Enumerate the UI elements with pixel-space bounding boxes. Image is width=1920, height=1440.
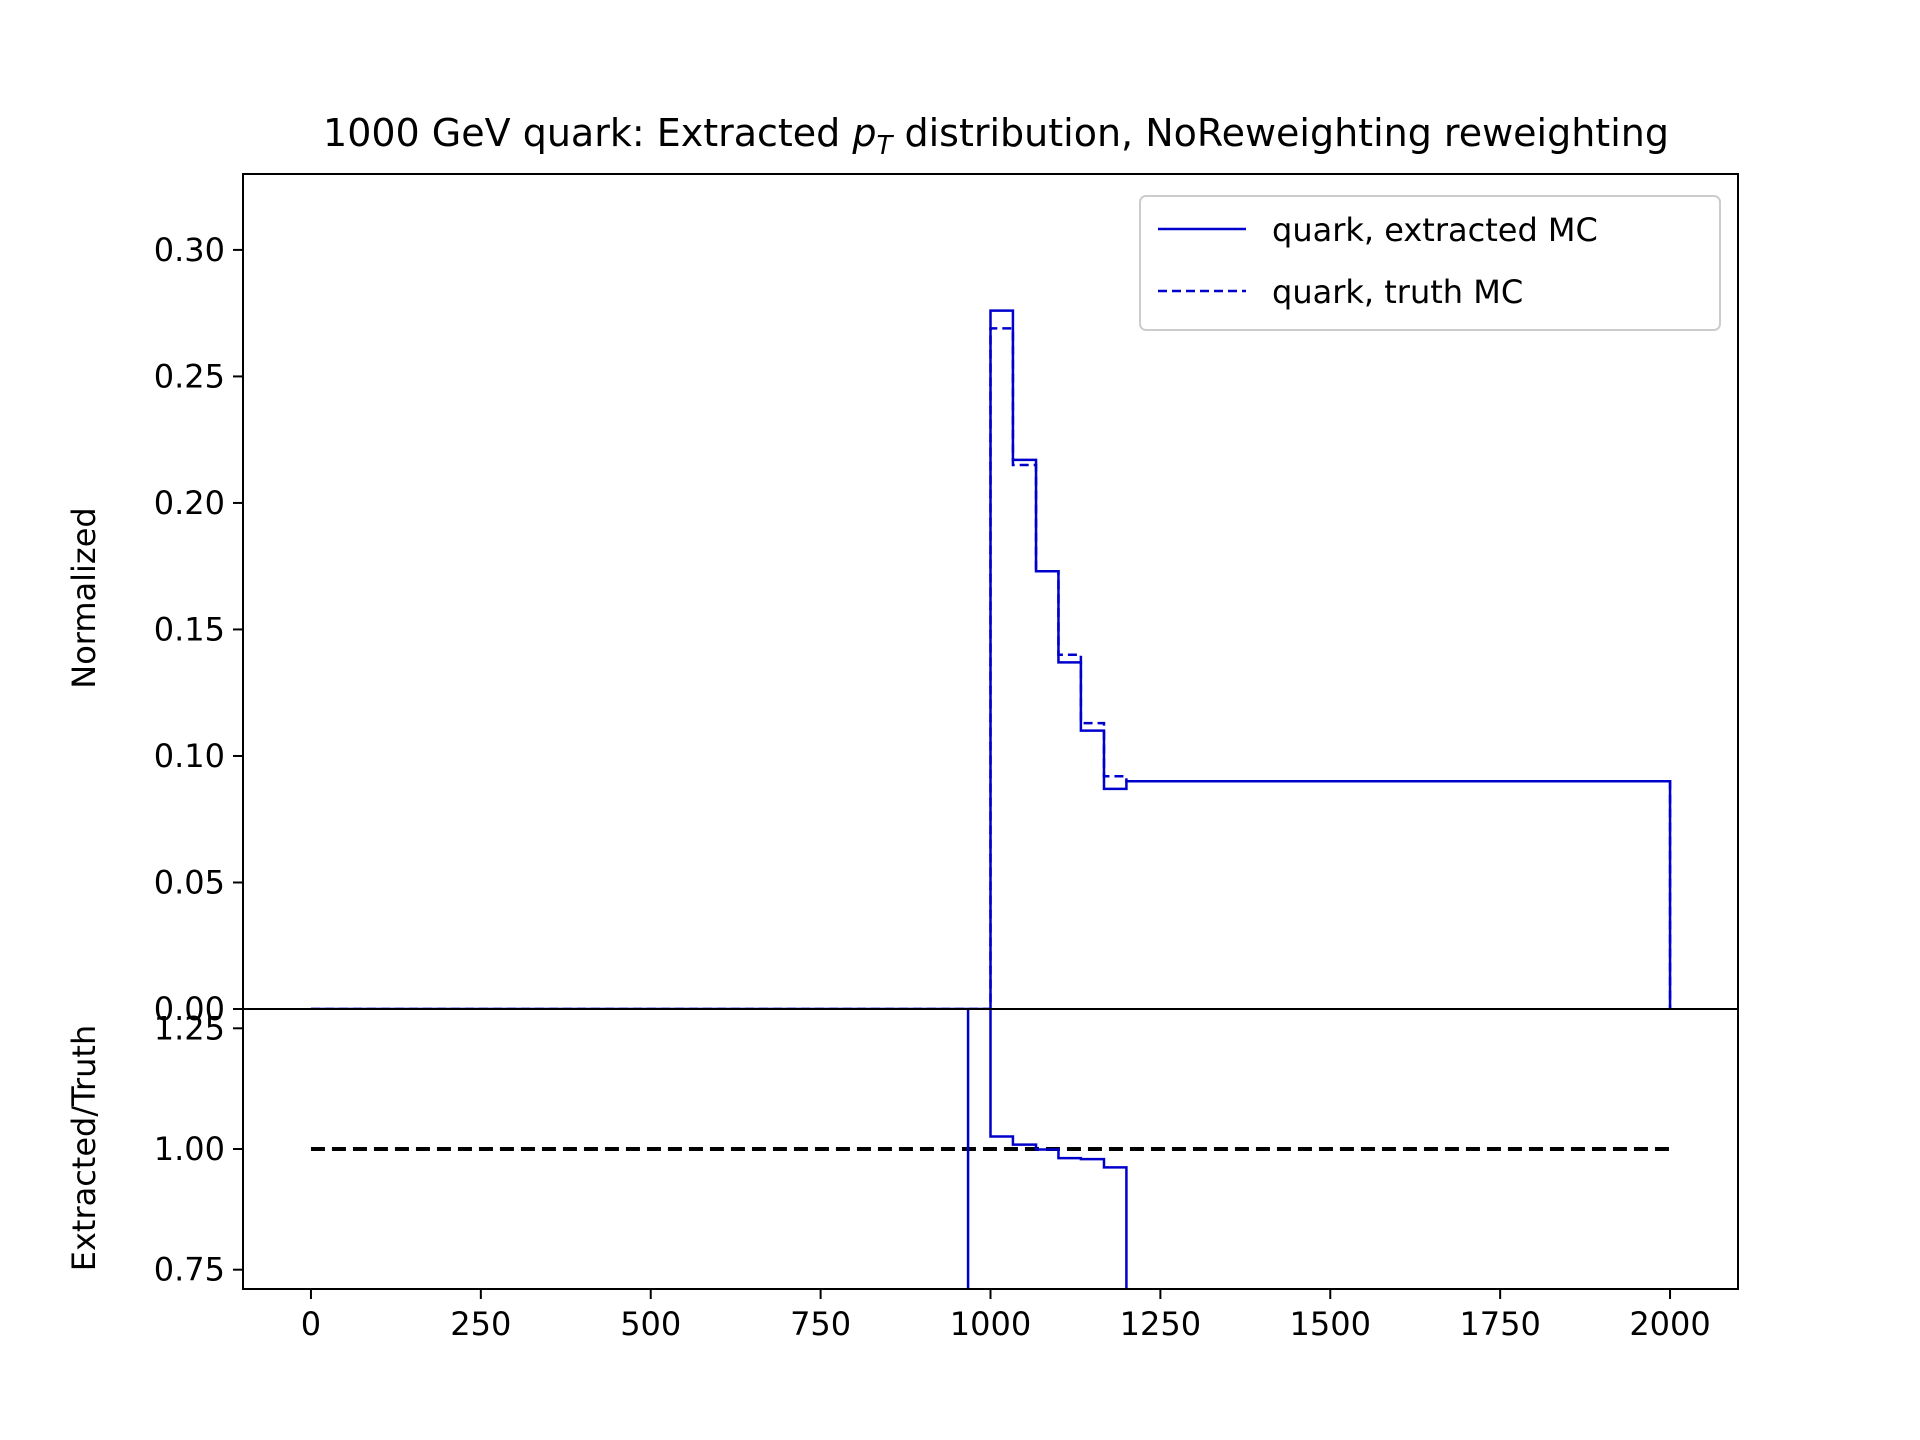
- legend-label-extracted: quark, extracted MC: [1272, 211, 1598, 249]
- xtick-label: 250: [450, 1305, 511, 1343]
- main-ytick-label: 0.20: [154, 484, 225, 522]
- xtick-label: 0: [301, 1305, 321, 1343]
- title-suffix: distribution, NoReweighting reweighting: [892, 111, 1669, 155]
- main-ytick-label: 0.00: [154, 990, 225, 1028]
- xtick-label: 1000: [950, 1305, 1031, 1343]
- main-ytick-label: 0.30: [154, 231, 225, 269]
- legend: quark, extracted MC quark, truth MC: [1139, 195, 1721, 331]
- xtick-label: 750: [790, 1305, 851, 1343]
- series-line-truth: [310, 327, 1672, 1009]
- main-ytick-label: 0.15: [154, 610, 225, 648]
- xtick-label: 1250: [1120, 1305, 1201, 1343]
- legend-label-truth: quark, truth MC: [1272, 273, 1523, 311]
- main-ytick-label: 0.10: [154, 737, 225, 775]
- title-var: p: [851, 111, 876, 155]
- xtick-label: 2000: [1629, 1305, 1710, 1343]
- ratio-ytick-label: 0.75: [154, 1251, 225, 1289]
- main-ylabel: Normalized: [65, 507, 103, 688]
- main-ytick-label: 0.25: [154, 357, 225, 395]
- title-var-sub: T: [877, 131, 895, 161]
- xtick-label: 1750: [1459, 1305, 1540, 1343]
- xtick-label: 500: [620, 1305, 681, 1343]
- ratio-ytick-label: 1.25: [154, 1009, 225, 1047]
- ratio-series-line: [966, 1009, 1128, 1289]
- ratio-panel: 0.75 1.00 1.25 0 250 500 750 1000 1250 1500 1750 20…: [154, 1008, 1739, 1343]
- main-ytick-label: 0.05: [154, 863, 225, 901]
- ratio-ylabel: Extracted/Truth: [65, 1025, 103, 1272]
- chart-title: 1000 GeV quark: Extracted pT distributio…: [323, 111, 1669, 161]
- legend-box: [1139, 195, 1721, 331]
- title-prefix: 1000 GeV quark: Extracted: [323, 111, 852, 155]
- ratio-ytick-label: 1.00: [154, 1130, 225, 1168]
- xtick-label: 1500: [1290, 1305, 1371, 1343]
